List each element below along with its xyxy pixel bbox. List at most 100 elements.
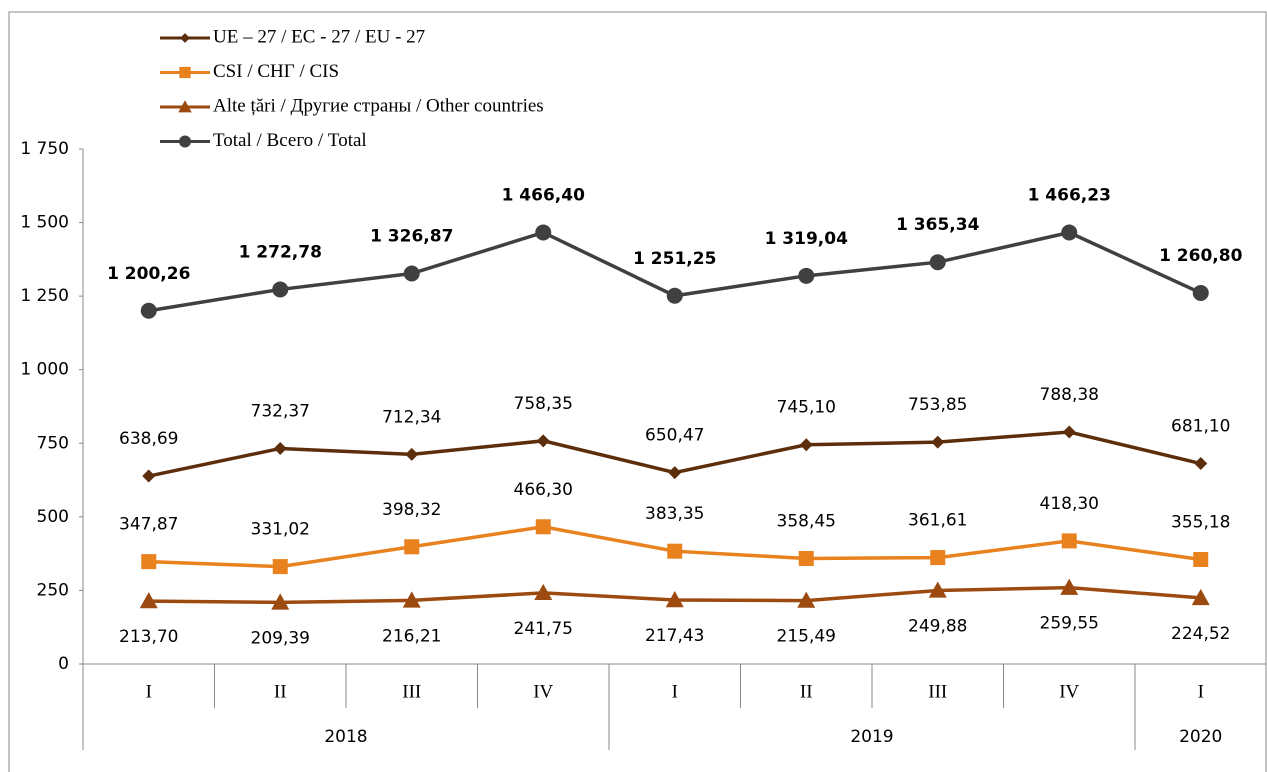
marker <box>668 466 682 480</box>
marker <box>535 224 552 241</box>
marker <box>180 33 190 43</box>
data-label: 1 251,25 <box>633 249 716 269</box>
data-label: 1 319,04 <box>765 229 849 249</box>
data-label: 758,35 <box>514 394 573 414</box>
marker <box>798 267 815 284</box>
marker <box>798 551 814 567</box>
y-tick-label: 250 <box>37 580 69 600</box>
data-label: 259,55 <box>1040 614 1099 634</box>
marker <box>1061 533 1077 549</box>
data-label: 638,69 <box>119 429 178 449</box>
y-tick-label: 500 <box>37 507 69 527</box>
y-tick-label: 1 750 <box>20 139 69 159</box>
x-tick-label: II <box>274 681 287 702</box>
marker <box>178 100 192 113</box>
data-label: 732,37 <box>251 401 310 421</box>
marker <box>272 281 289 298</box>
data-label: 355,18 <box>1171 512 1230 532</box>
x-tick-label: I <box>1198 681 1204 702</box>
marker <box>142 469 156 483</box>
marker <box>140 302 157 319</box>
data-label: 331,02 <box>251 520 310 540</box>
marker <box>928 581 947 598</box>
data-label: 1 260,80 <box>1159 246 1243 266</box>
x-tick-label: III <box>402 681 421 702</box>
marker <box>403 265 420 282</box>
data-label: 418,30 <box>1040 494 1099 514</box>
y-tick-label: 0 <box>58 654 69 674</box>
marker <box>402 591 421 608</box>
data-label: 712,34 <box>382 407 441 427</box>
y-tick-label: 1 500 <box>20 213 69 233</box>
data-label: 1 200,26 <box>107 264 190 284</box>
data-label: 788,38 <box>1040 385 1099 405</box>
y-tick-label: 750 <box>37 433 69 453</box>
x-tick-label: IV <box>533 681 553 702</box>
x-tick-label: I <box>146 681 152 702</box>
marker <box>1060 578 1079 595</box>
marker <box>271 593 290 610</box>
y-tick-label: 1 000 <box>20 360 69 380</box>
data-label: 1 326,87 <box>370 227 453 247</box>
marker <box>272 559 288 575</box>
x-group-label: 2018 <box>324 727 367 747</box>
legend-label: Alte țări / Другие страны / Other countr… <box>213 95 544 116</box>
marker <box>1191 588 1210 606</box>
data-label: 209,39 <box>251 628 310 648</box>
marker <box>931 435 945 449</box>
data-label: 466,30 <box>514 480 573 500</box>
data-label: 361,61 <box>908 511 967 531</box>
data-label: 358,45 <box>777 512 836 532</box>
data-label: 1 466,40 <box>502 185 586 205</box>
data-label: 745,10 <box>777 398 836 418</box>
legend-label: CSI / СНГ / CIS <box>213 61 339 82</box>
marker <box>929 254 946 271</box>
marker <box>797 591 816 608</box>
data-label: 398,32 <box>382 500 441 520</box>
marker <box>405 447 419 461</box>
data-label: 241,75 <box>514 619 573 639</box>
x-tick-label: IV <box>1059 681 1079 702</box>
marker <box>536 434 550 448</box>
data-label: 347,87 <box>119 515 178 535</box>
x-tick-label: I <box>672 681 678 702</box>
marker <box>179 66 191 79</box>
x-tick-label: II <box>800 681 813 702</box>
marker <box>1194 457 1208 471</box>
marker <box>534 583 553 601</box>
marker <box>1062 425 1076 439</box>
data-label: 217,43 <box>645 626 704 646</box>
data-label: 249,88 <box>908 616 967 636</box>
marker <box>667 543 683 559</box>
marker <box>273 441 287 455</box>
x-tick-label: III <box>928 681 947 702</box>
data-label: 681,10 <box>1171 417 1230 437</box>
marker <box>179 135 191 148</box>
marker <box>1061 224 1078 241</box>
y-tick-label: 1 250 <box>20 286 69 306</box>
marker <box>141 554 157 570</box>
marker <box>930 550 946 566</box>
marker <box>404 539 420 555</box>
data-label: 224,52 <box>1171 624 1230 644</box>
data-label: 1 466,23 <box>1028 186 1111 206</box>
data-label: 213,70 <box>119 627 178 647</box>
data-label: 216,21 <box>382 626 441 646</box>
marker <box>666 287 683 304</box>
marker <box>1192 284 1209 301</box>
data-label: 1 272,78 <box>239 242 322 262</box>
marker <box>1193 551 1209 567</box>
data-label: 215,49 <box>777 627 836 647</box>
marker <box>665 591 684 608</box>
marker <box>799 438 813 452</box>
legend-label: Total / Всего / Total <box>213 130 367 151</box>
chart-border <box>8 11 1267 772</box>
data-label: 383,35 <box>645 504 704 524</box>
marker <box>139 592 158 609</box>
data-label: 650,47 <box>645 426 704 446</box>
x-group-label: 2019 <box>850 727 893 747</box>
marker <box>535 519 551 535</box>
data-label: 753,85 <box>908 395 967 415</box>
data-label: 1 365,34 <box>896 215 980 235</box>
